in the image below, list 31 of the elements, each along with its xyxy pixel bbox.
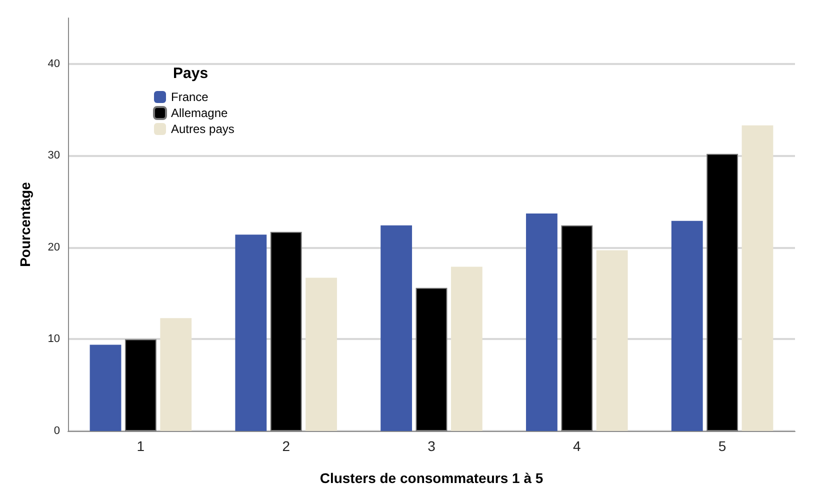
x-axis-title: Clusters de consommateurs 1 à 5 xyxy=(320,470,544,486)
bar xyxy=(416,288,448,431)
legend-label: Allemagne xyxy=(171,106,228,120)
legend-title: Pays xyxy=(173,65,208,82)
y-tick-label: 10 xyxy=(48,333,60,346)
y-tick-label: 40 xyxy=(48,58,60,70)
bar xyxy=(306,278,337,431)
x-tick-label: 3 xyxy=(428,438,436,454)
bar xyxy=(561,225,593,431)
legend-label: France xyxy=(171,90,209,104)
x-tick-label: 1 xyxy=(136,438,145,454)
legend-label: Autres pays xyxy=(171,122,234,136)
bar xyxy=(742,125,774,431)
bar xyxy=(380,225,412,431)
y-tick-label: 0 xyxy=(54,425,60,437)
bar xyxy=(160,318,192,431)
bar xyxy=(124,339,156,431)
bar xyxy=(526,213,558,431)
y-tick-label: 30 xyxy=(48,150,60,162)
y-axis-title: Pourcentage xyxy=(17,182,33,267)
x-tick-label: 2 xyxy=(282,438,290,454)
x-tick-label: 5 xyxy=(718,438,726,454)
y-tick-label: 20 xyxy=(48,241,60,254)
x-tick-label: 4 xyxy=(573,438,581,454)
bar xyxy=(596,250,628,431)
bar xyxy=(671,220,703,431)
bar xyxy=(270,232,302,431)
bar xyxy=(235,234,267,431)
bar xyxy=(90,344,122,431)
bar xyxy=(706,154,738,431)
bar xyxy=(450,266,482,431)
